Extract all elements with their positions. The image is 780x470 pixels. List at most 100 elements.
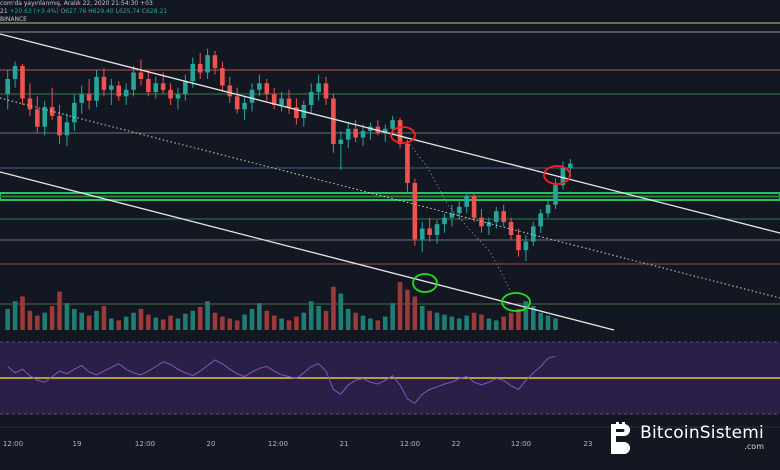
volume-bar	[72, 308, 77, 330]
candle-body	[390, 120, 395, 129]
volume-bar	[382, 316, 388, 330]
price-change: +20.63 (+3.4%)	[9, 8, 59, 15]
candle-body	[64, 122, 70, 136]
watermark-name: BitcoinSistemi	[640, 423, 764, 443]
x-tick-label: 22	[452, 440, 461, 448]
volume-bar	[456, 318, 462, 330]
bitcoin-logo-icon	[611, 422, 631, 454]
volume-bar	[294, 316, 299, 330]
volume-bar	[360, 315, 366, 330]
candle-body	[471, 196, 477, 218]
low-label: L	[115, 8, 119, 15]
candle-body	[523, 241, 529, 251]
volume-bar	[508, 312, 514, 330]
volume-bar	[316, 306, 321, 330]
candle-body	[138, 72, 144, 79]
candle-body	[72, 102, 77, 123]
candle-body	[427, 228, 432, 235]
watermark: BitcoinSistemi .com	[608, 420, 764, 456]
volume-bar	[101, 306, 107, 330]
candle-body	[190, 63, 196, 82]
watermark-domain: .com	[744, 442, 764, 451]
volume-bar	[35, 315, 40, 330]
marker-green	[412, 273, 438, 293]
volume-bar	[442, 314, 447, 330]
volume-bar	[530, 306, 536, 330]
marker-red	[390, 126, 416, 144]
candle-body	[57, 115, 62, 136]
channel-upper-line	[0, 33, 780, 234]
volume-bar	[153, 317, 159, 330]
candle-body	[12, 66, 18, 79]
candle-body	[456, 206, 462, 214]
volume-bar	[323, 310, 329, 330]
candle-body	[360, 131, 366, 138]
open-label: O	[60, 8, 66, 15]
volume-bar	[412, 296, 418, 330]
candle-body	[86, 94, 92, 101]
volume-bar	[5, 308, 10, 330]
candle-body	[397, 120, 403, 144]
volume-bar	[516, 308, 521, 330]
candle-body	[501, 211, 506, 222]
publish-info: com'da yayınlanmış, Aralık 22, 2020 21:5…	[0, 0, 153, 7]
volume-bar	[234, 320, 240, 330]
candle-body	[331, 98, 336, 144]
high-label: H	[88, 8, 93, 15]
volume-bar	[279, 318, 284, 330]
volume-bar	[338, 293, 344, 330]
candle-body	[464, 196, 469, 207]
volume-bar	[227, 318, 233, 330]
candle-body	[553, 185, 558, 205]
volume-bar	[368, 318, 373, 330]
candle-body	[264, 83, 270, 95]
volume-bar	[553, 318, 558, 330]
candle-body	[493, 211, 499, 222]
low-value: 625.74	[119, 8, 140, 15]
volume-bar	[353, 312, 358, 330]
candle-body	[234, 96, 240, 110]
volume-bar	[12, 301, 18, 330]
rsi-line	[7, 355, 556, 405]
volume-bar	[49, 306, 55, 330]
marker-green	[501, 292, 531, 312]
volume-bar	[27, 310, 33, 330]
volume-bar	[94, 310, 99, 330]
volume-bar	[471, 312, 477, 330]
candle-body	[382, 128, 388, 134]
candle-body	[153, 83, 159, 92]
volume-bar	[545, 315, 551, 330]
volume-bar	[249, 308, 255, 330]
volume-bar	[146, 314, 151, 330]
candle-body	[316, 83, 321, 92]
candle-body	[109, 85, 114, 90]
channel-mid-line	[0, 97, 780, 299]
candle-body	[205, 55, 210, 73]
x-tick-label: 19	[73, 440, 82, 448]
open-value: 627.76	[65, 8, 87, 15]
volume-bar	[160, 319, 166, 330]
candle-body	[286, 98, 292, 108]
candle-body	[345, 128, 351, 140]
volume-bar	[257, 303, 262, 330]
candle-body	[5, 79, 10, 95]
volume-bar	[264, 310, 270, 330]
volume-bar	[405, 289, 410, 330]
candle-body	[123, 89, 129, 97]
volume-bar	[123, 316, 129, 330]
x-tick-label: 20	[207, 440, 216, 448]
x-tick-label: 21	[340, 440, 349, 448]
volume-bar	[197, 306, 203, 330]
candle-body	[116, 85, 122, 97]
volume-bar	[427, 310, 432, 330]
volume-bar	[86, 315, 92, 330]
high-value: 629.40	[92, 8, 114, 15]
volume-bar	[175, 318, 181, 330]
candle-body	[146, 79, 151, 92]
volume-bar	[57, 291, 62, 330]
volume-bar	[116, 320, 122, 330]
x-tick-label: 12:00	[135, 440, 155, 448]
exchange-label: BINANCE	[0, 16, 27, 23]
candle-body	[545, 204, 551, 214]
